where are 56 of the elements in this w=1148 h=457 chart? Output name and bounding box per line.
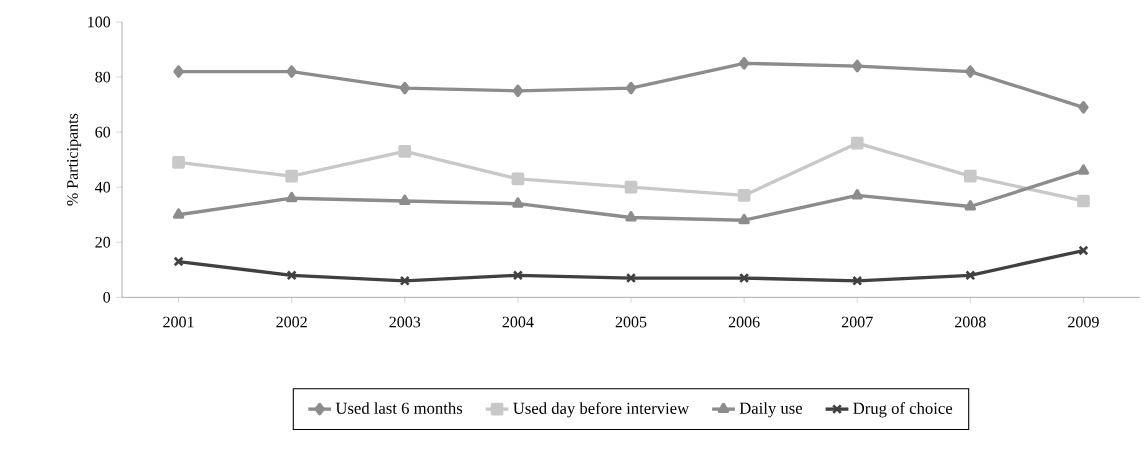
x-tick-label: 2003 [389, 316, 421, 328]
point [852, 59, 863, 73]
point [852, 275, 863, 286]
x-tick-label: 2008 [955, 316, 986, 328]
point [738, 213, 750, 225]
point [625, 210, 637, 222]
point [964, 169, 977, 183]
point [399, 81, 410, 95]
point [739, 272, 750, 284]
point [737, 188, 751, 202]
point [398, 144, 412, 158]
point [172, 155, 185, 169]
legend-label: Drug of choice [853, 401, 953, 418]
point [964, 199, 977, 211]
point [738, 56, 750, 70]
y-tick-label: 80 [95, 71, 111, 83]
point [511, 172, 525, 186]
point [850, 136, 864, 150]
x-tick-label: 2005 [615, 316, 647, 328]
point [172, 208, 185, 219]
point [1078, 245, 1089, 256]
point [512, 270, 524, 281]
point [285, 191, 298, 203]
point [512, 84, 524, 98]
y-tick-label: 100 [88, 16, 111, 28]
x-tick-label: 2002 [276, 316, 307, 328]
point [851, 188, 863, 200]
point [286, 65, 297, 78]
point [173, 256, 184, 267]
y-tick-label: 40 [95, 181, 111, 193]
point [624, 180, 638, 194]
point [286, 270, 297, 281]
legend-label: Used last 6 months [335, 401, 463, 414]
x-tick-label: 2007 [841, 316, 873, 328]
point [1077, 164, 1090, 175]
point [512, 197, 524, 208]
y-axis-title: % Participants [67, 113, 82, 206]
x-tick-label: 2004 [502, 316, 534, 328]
x-tick-label: 2009 [1068, 316, 1099, 328]
point [965, 65, 976, 78]
legend-label: Used day before interview [513, 401, 690, 418]
point [625, 81, 637, 95]
y-tick-label: 60 [95, 126, 111, 138]
legend-label: Daily use [739, 401, 803, 418]
point [625, 272, 637, 284]
point [399, 194, 411, 205]
point [399, 275, 410, 286]
point [285, 169, 299, 183]
point [173, 65, 184, 78]
x-tick-label: 2006 [728, 316, 760, 328]
point [1077, 194, 1090, 208]
y-tick-label: 20 [95, 236, 111, 248]
point [1078, 100, 1089, 114]
y-tick-label: 0 [103, 291, 111, 303]
x-tick-label: 2001 [163, 316, 194, 328]
point [965, 270, 976, 281]
